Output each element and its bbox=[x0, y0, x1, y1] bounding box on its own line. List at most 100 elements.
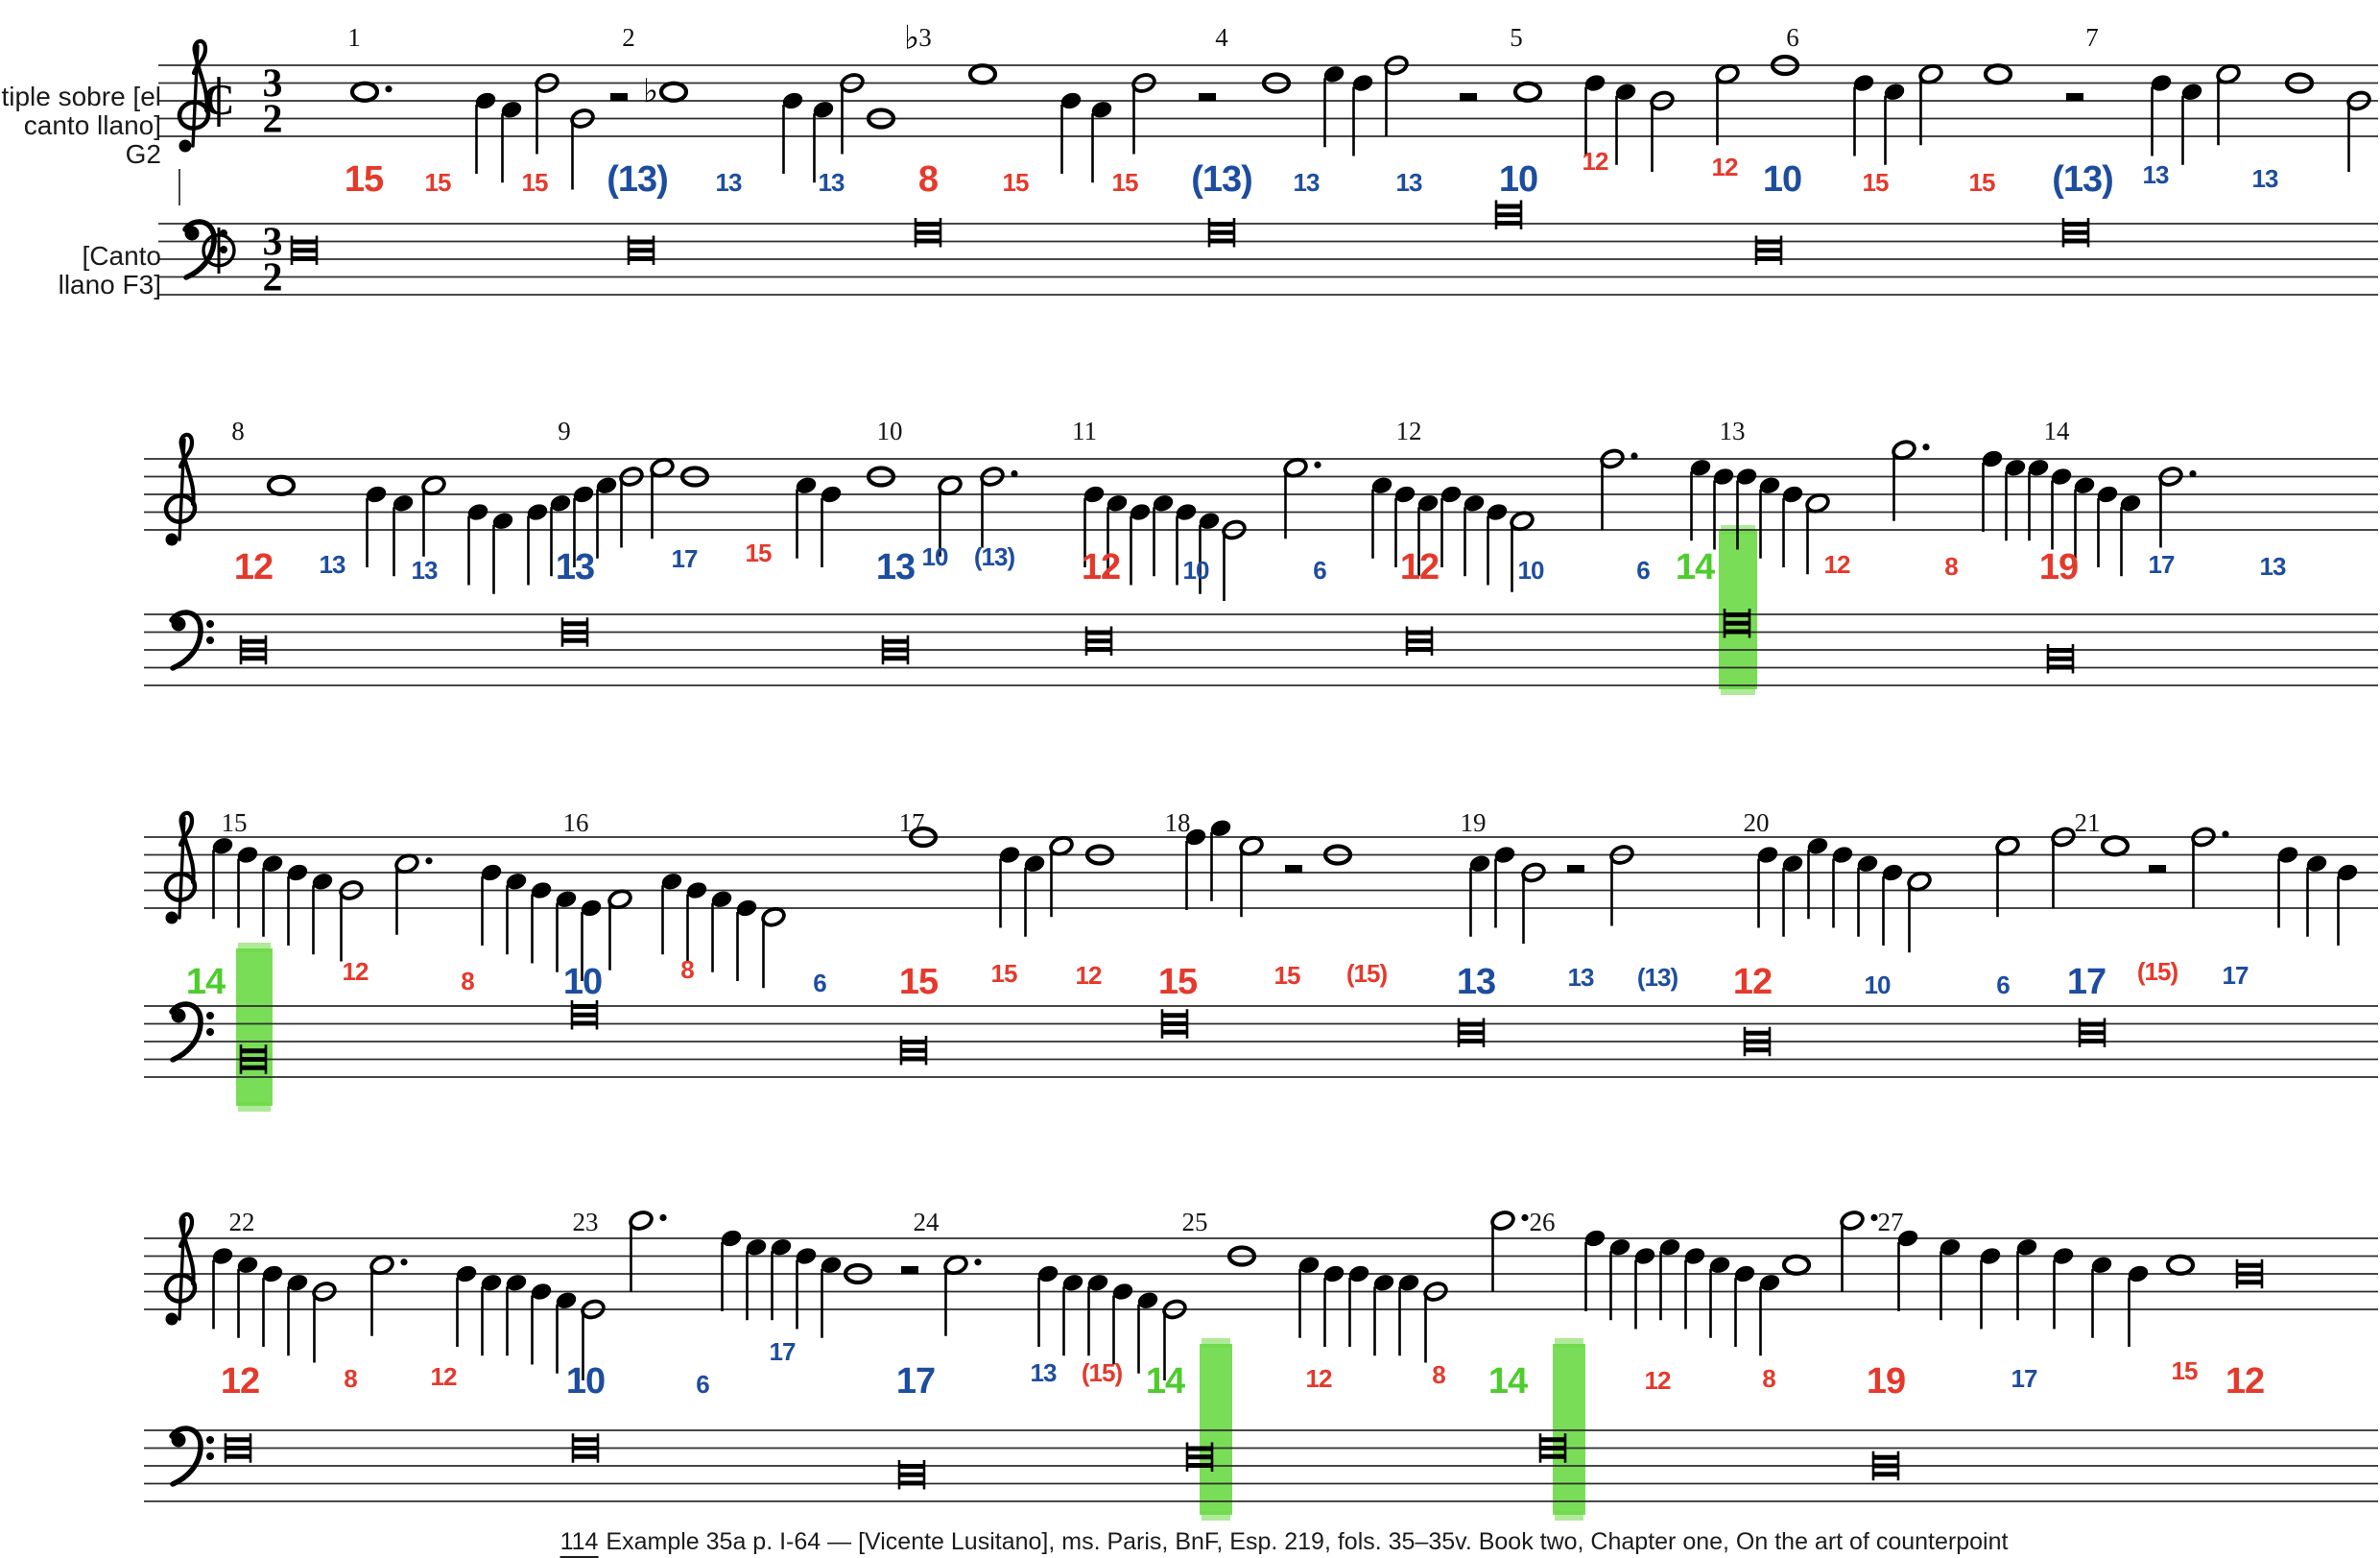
note bbox=[908, 826, 939, 849]
note bbox=[2128, 1265, 2149, 1347]
longa-note bbox=[239, 635, 268, 665]
longa-note bbox=[1743, 1026, 1772, 1057]
longa-note bbox=[1160, 1009, 1189, 1039]
note bbox=[650, 457, 675, 539]
interval-label: 13 bbox=[1395, 168, 1423, 197]
note bbox=[1609, 1239, 1630, 1321]
interval-label: 15 bbox=[521, 168, 549, 197]
measure-number: 25 bbox=[1181, 1208, 1208, 1236]
system-4 bbox=[144, 1210, 2378, 1521]
longa-note bbox=[1185, 1442, 1214, 1472]
note bbox=[481, 864, 502, 946]
treble-notes bbox=[212, 1210, 2264, 1380]
measure-number: 13 bbox=[1719, 417, 1746, 445]
interval-label: 12 bbox=[220, 1361, 260, 1402]
note bbox=[2284, 72, 2315, 94]
measure-number: 5 bbox=[1510, 23, 1523, 52]
note bbox=[1600, 448, 1638, 530]
note bbox=[901, 1266, 918, 1274]
caption-number: 114 bbox=[559, 1528, 599, 1558]
note bbox=[535, 73, 559, 155]
note bbox=[1153, 495, 1174, 577]
highlight-band bbox=[1553, 1338, 1585, 1521]
interval-label: 10 bbox=[1762, 159, 1802, 200]
longa-note bbox=[1494, 200, 1523, 229]
note bbox=[938, 475, 963, 557]
note bbox=[1091, 102, 1112, 183]
note bbox=[2149, 865, 2166, 873]
note bbox=[481, 1275, 502, 1356]
bass-staff bbox=[144, 1429, 2378, 1502]
note bbox=[1884, 84, 1905, 165]
treble-notes bbox=[266, 440, 2197, 601]
note bbox=[1734, 1265, 1755, 1347]
interval-label: 15 bbox=[344, 159, 384, 200]
note bbox=[1650, 90, 1675, 172]
note bbox=[2337, 864, 2358, 946]
bass-clef-icon bbox=[182, 219, 227, 280]
note bbox=[212, 1248, 233, 1330]
note bbox=[1352, 75, 1373, 156]
longa-note bbox=[2078, 1018, 2106, 1047]
note bbox=[619, 467, 644, 548]
note bbox=[1348, 1265, 1369, 1347]
note bbox=[771, 1239, 792, 1321]
note bbox=[1298, 1257, 1320, 1338]
note bbox=[1882, 864, 1903, 946]
note bbox=[813, 102, 834, 183]
interval-label: 15 bbox=[424, 168, 452, 197]
note bbox=[866, 108, 896, 130]
note bbox=[212, 838, 233, 920]
note bbox=[1781, 1254, 1812, 1276]
measure-number: 19 bbox=[1460, 808, 1487, 837]
note bbox=[394, 853, 433, 935]
note bbox=[1782, 855, 1803, 937]
interval-label: 15 bbox=[1273, 961, 1301, 990]
note bbox=[2016, 1239, 2037, 1321]
note bbox=[506, 874, 527, 955]
note bbox=[721, 1230, 742, 1311]
voice-label-line: G2 bbox=[125, 139, 161, 169]
measure-number: 10 bbox=[876, 417, 903, 445]
note bbox=[1176, 504, 1197, 586]
note bbox=[1510, 511, 1535, 592]
measure-number: 26 bbox=[1529, 1208, 1556, 1236]
interval-label: 15 bbox=[1862, 168, 1890, 197]
note bbox=[1940, 1239, 1961, 1321]
voice-label-canto-llano: [Canto llano F3] bbox=[0, 242, 161, 300]
longa-note bbox=[571, 1433, 600, 1463]
bass-notes bbox=[224, 1433, 1900, 1490]
interval-label: 13 bbox=[715, 168, 743, 197]
interval-label: 13 bbox=[1567, 963, 1595, 992]
note bbox=[312, 874, 333, 955]
interval-label: 10 bbox=[1864, 971, 1892, 999]
note bbox=[1084, 844, 1115, 866]
note: ♭ bbox=[643, 72, 658, 110]
voice-label-line: canto llano] bbox=[23, 110, 161, 140]
longa-note bbox=[1405, 626, 1434, 656]
note bbox=[456, 1265, 477, 1347]
note bbox=[2191, 827, 2229, 908]
note bbox=[843, 1262, 873, 1285]
measure-number: 12 bbox=[1395, 417, 1422, 445]
interval-label: 13 bbox=[1030, 1358, 1058, 1387]
interval-label: 12 bbox=[430, 1362, 458, 1391]
note bbox=[1512, 81, 1543, 103]
interval-label: 13 bbox=[2259, 552, 2287, 581]
note bbox=[287, 864, 308, 946]
note bbox=[1982, 450, 2003, 532]
note bbox=[1770, 54, 1800, 77]
note bbox=[607, 889, 632, 971]
note bbox=[2097, 486, 2118, 567]
note bbox=[686, 882, 707, 964]
note bbox=[661, 874, 682, 955]
note bbox=[1840, 1210, 1878, 1292]
longa-note bbox=[224, 1433, 252, 1463]
interval-label: 8 bbox=[461, 967, 475, 995]
measure-number: 14 bbox=[2043, 417, 2070, 445]
interval-label: 19 bbox=[1866, 1361, 1906, 1402]
note bbox=[262, 855, 283, 937]
note bbox=[1757, 847, 1778, 928]
note bbox=[596, 477, 617, 559]
bass-clef-icon bbox=[169, 1001, 214, 1063]
